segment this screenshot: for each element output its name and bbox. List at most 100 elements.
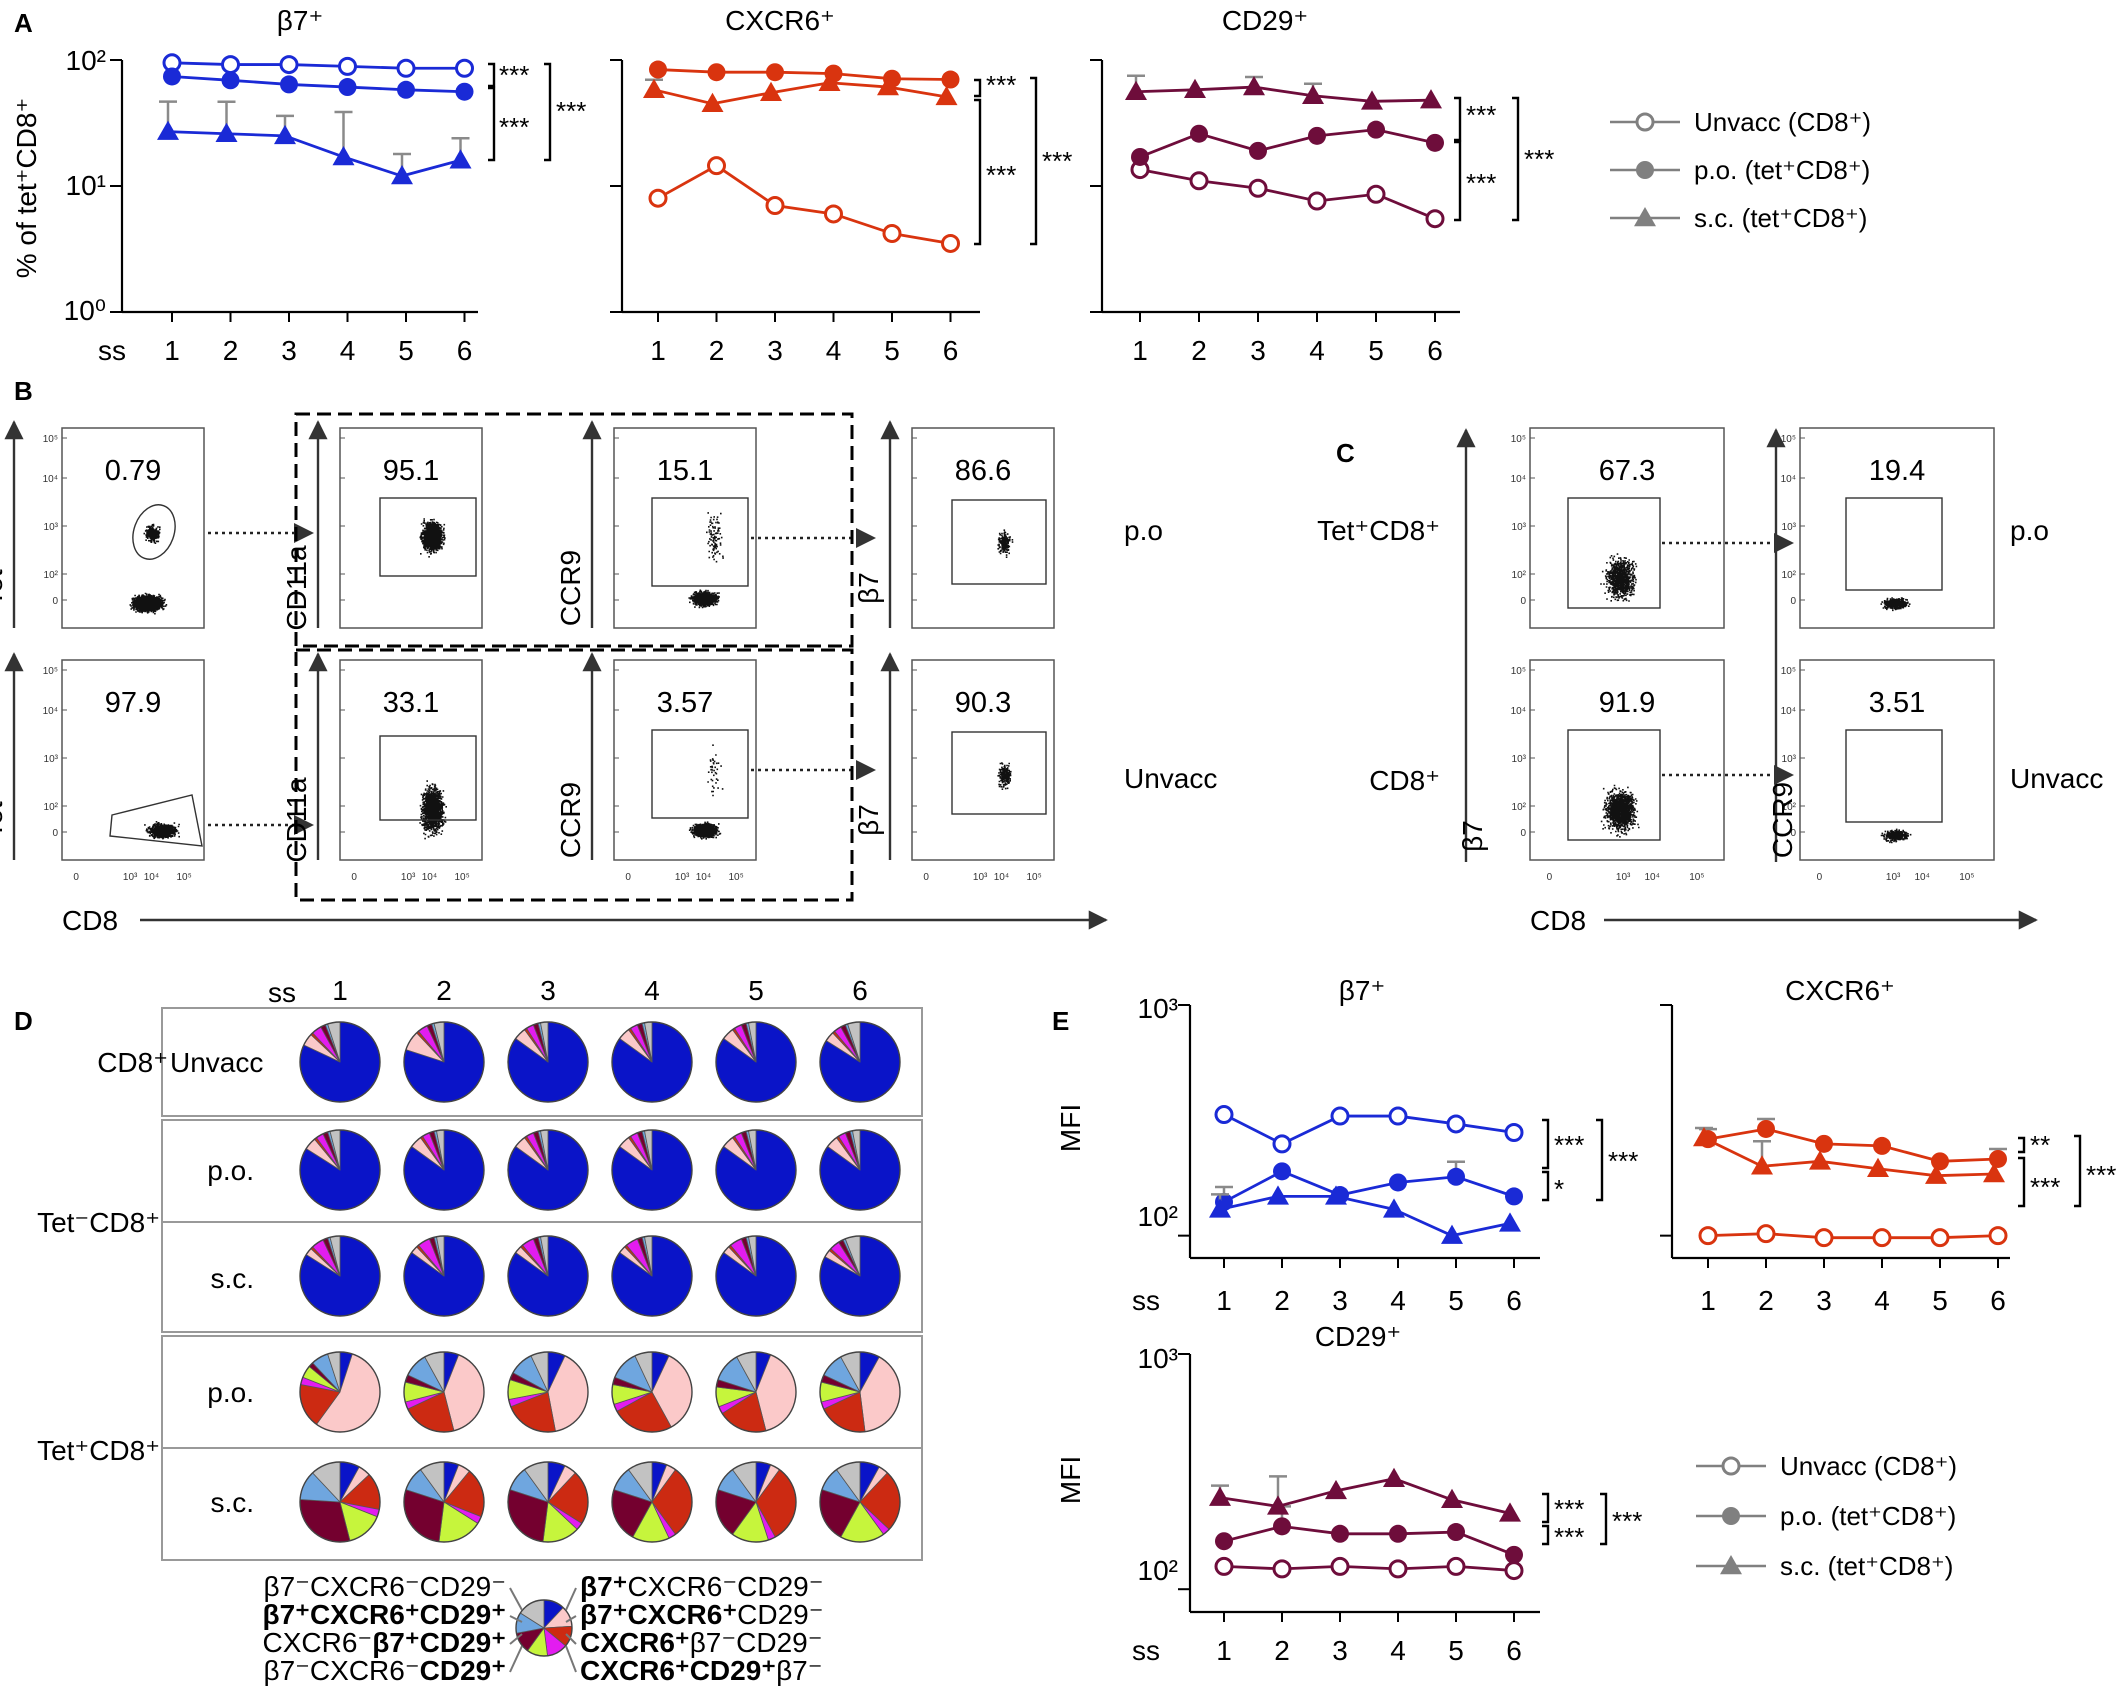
x-tick-label-3: 3 <box>281 335 297 366</box>
sig-a-b7-1: *** <box>499 60 529 90</box>
x-tick-label-6: 6 <box>1506 1285 1522 1316</box>
point-s0-6 <box>1425 209 1445 229</box>
legend-label-0: Unvacc (CD8⁺) <box>1694 107 1871 137</box>
point-s0-4 <box>1872 1228 1892 1248</box>
pie-r1-c5 <box>715 1129 797 1211</box>
x-tick-label-4: 4 <box>1309 335 1325 366</box>
flow-xtick-label: 0 <box>625 872 631 883</box>
gate-rect <box>651 729 749 819</box>
point-s1-2 <box>221 71 240 90</box>
panel-e: 1 2 3 4 5 6 β7⁺ 1 2 3 4 5 6 CXCR6⁺ 1 2 3 4 5 6 CD29⁺ 10² 10³ 10… <box>1055 975 2116 1666</box>
x-tick-label-5: 5 <box>398 335 414 366</box>
series-line-0 <box>1223 1565 1515 1572</box>
legend-marker-2 <box>1720 1555 1742 1575</box>
sig-e-cx-3-label: *** <box>2086 1160 2116 1190</box>
sig-bracket-a-cd-2 <box>1454 140 1462 222</box>
pie-legend-part: CD29⁻ <box>737 1599 823 1630</box>
chart-title: β7⁺ <box>1339 975 1385 1006</box>
legend-marker-2 <box>1634 207 1656 227</box>
x-tick-label-1: 1 <box>1216 1635 1232 1666</box>
pie-legend-part: CD29⁺ <box>420 1655 506 1686</box>
flow-xtick-label: 10⁵ <box>728 872 743 883</box>
pie-outline <box>507 1021 589 1103</box>
flow-ytick-label: 0 <box>1520 596 1526 607</box>
point-s2-1 <box>1209 1198 1231 1218</box>
series-line-2 <box>653 81 947 106</box>
sig-e-cd-2 <box>1542 1524 1550 1546</box>
point-s1-2 <box>707 63 726 82</box>
panel-a-ytick-0: 10⁰ <box>64 295 106 326</box>
sig-e-b7-2-label: * <box>1554 1174 1564 1204</box>
flow-ytick-label: 10² <box>1512 802 1527 813</box>
pie-r1-c1 <box>299 1129 381 1211</box>
e-xlabel-top: ss <box>1132 1285 1160 1316</box>
pie-r4-c6 <box>819 1461 901 1543</box>
legend-label-1: p.o. (tet⁺CD8⁺) <box>1780 1501 1956 1531</box>
flow-xtick-label: 10⁴ <box>994 872 1009 883</box>
point-s2-1 <box>1125 80 1147 100</box>
flow-ytick-label: 10³ <box>1782 522 1797 533</box>
pie-r3-c3 <box>507 1351 589 1433</box>
flow-xtick-label: 10⁴ <box>1915 872 1930 883</box>
pie-outline <box>299 1351 381 1433</box>
panel-a-ytick-2: 10² <box>66 45 106 76</box>
flow-c-r0-c1 <box>1799 427 1995 629</box>
point-s2-5 <box>1441 1488 1463 1509</box>
x-tick-label-1: 1 <box>1700 1285 1716 1316</box>
pie-outline <box>507 1351 589 1433</box>
x-tick-label-5: 5 <box>884 335 900 366</box>
pie-r2-c3 <box>507 1235 589 1317</box>
flow-ytick-label: 10⁴ <box>1781 706 1796 717</box>
point-s0-6 <box>941 233 960 253</box>
gate-value: 15.1 <box>657 455 713 487</box>
point-s0-3 <box>765 196 785 216</box>
pie-legend-part: β7⁻CXCR6⁻CD29⁻ <box>263 1571 506 1602</box>
pie-box-tetneg <box>161 1119 923 1333</box>
pie-legend-left-2: CXCR6⁻β7⁺CD29⁺ <box>262 1627 506 1658</box>
flow-b-r1-c0 <box>61 659 205 861</box>
x-tick-label-6: 6 <box>457 335 473 366</box>
pie-outline <box>611 1351 693 1433</box>
flow-xtick-label: 10³ <box>1616 872 1631 883</box>
panel-a-chart-cd29: 1 2 3 4 5 6 CD29⁺ <box>1090 5 1460 366</box>
flow-b-r1-c1 <box>339 659 483 861</box>
pie-legend-part: β7⁺ <box>580 1571 627 1602</box>
point-s0-5 <box>1366 184 1386 204</box>
pie-outline <box>715 1351 797 1433</box>
point-s2-5 <box>1925 1164 1947 1184</box>
pie-r3-c4 <box>611 1351 693 1433</box>
point-s0-3 <box>279 55 299 75</box>
x-tick-label-4: 4 <box>340 335 356 366</box>
panel-c: 10⁵ 10⁴ 10³ 10² 0 67.3 10⁵ 10⁴ 10³ 10² 0 19.4 Tet⁺CD… <box>1317 427 2103 936</box>
pie-legend-leader <box>509 1633 523 1645</box>
pie-outline <box>715 1461 797 1543</box>
sig-e-b7-2 <box>1542 1170 1550 1202</box>
pie-legend-right-2: CXCR6⁺β7⁻CD29⁻ <box>580 1627 823 1658</box>
panel-a-xlabel: ss <box>98 335 126 366</box>
gate-rect <box>1567 497 1661 609</box>
x-tick-label-4: 4 <box>1390 1285 1406 1316</box>
point-s2-4 <box>818 71 841 91</box>
pie-legend-right-0: β7⁺CXCR6⁻CD29⁻ <box>580 1571 824 1602</box>
flow-y-label-Tet: Tet <box>0 801 8 839</box>
point-s2-1 <box>157 120 179 140</box>
flow-ytick-label: 10⁴ <box>43 706 58 717</box>
sig-e-cd-1 <box>1542 1492 1550 1524</box>
point-s1-4 <box>338 78 357 97</box>
x-tick-label-1: 1 <box>1132 335 1148 366</box>
flow-xtick-label: 10⁵ <box>454 872 469 883</box>
x-tick-label-1: 1 <box>164 335 180 366</box>
point-s2-1 <box>1693 1127 1715 1147</box>
legend-marker-1 <box>1722 1507 1740 1525</box>
sig-a-cx-1: *** <box>986 70 1016 100</box>
e-ylabel-top: MFI <box>1055 1104 1086 1152</box>
flow-ytick-label: 10⁴ <box>1781 474 1796 485</box>
pie-legend-part: CXCR6⁻CD29⁻ <box>627 1571 823 1602</box>
pie-outline <box>819 1461 901 1543</box>
x-tick-label-3: 3 <box>1332 1635 1348 1666</box>
pie-r1-c3 <box>507 1129 589 1211</box>
flow-ytick-label: 10⁵ <box>1781 434 1796 445</box>
point-s0-1 <box>1698 1226 1718 1246</box>
sig-a-b7-3: *** <box>556 96 586 126</box>
flow-xtick-label: 10³ <box>123 872 138 883</box>
